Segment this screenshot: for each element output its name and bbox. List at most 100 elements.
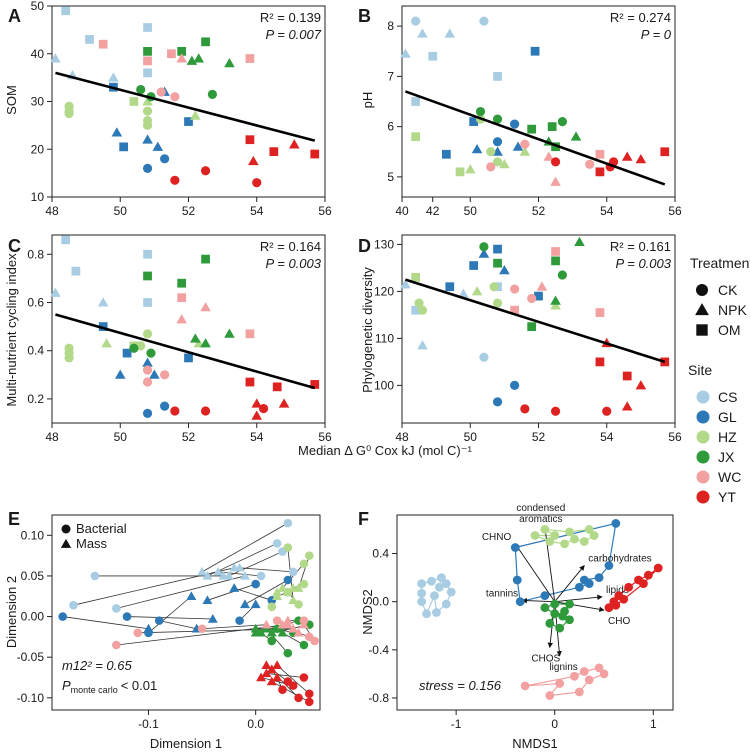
- p-value-label: P = 0.003: [265, 256, 321, 271]
- procrustes-link: [127, 616, 213, 620]
- procrustes-link: [266, 673, 304, 678]
- legend-marker: [696, 284, 708, 296]
- bacterial-point: [235, 616, 244, 625]
- y-tick-label: 0.4: [372, 547, 389, 561]
- bacterial-point: [122, 612, 132, 621]
- mass-point: [288, 583, 299, 592]
- regression-line: [404, 90, 666, 186]
- data-point: [493, 258, 502, 268]
- monte-carlo-p-value: Pmonte carlo < 0.01: [62, 678, 157, 695]
- procrustes-link: [218, 571, 262, 577]
- bacterial-point: [299, 640, 309, 650]
- data-point: [543, 151, 555, 161]
- data-point: [176, 314, 187, 324]
- data-point: [143, 56, 152, 66]
- sample-point: [545, 618, 555, 628]
- data-point: [200, 406, 211, 416]
- data-point: [142, 329, 153, 339]
- x-tick-label: 42: [426, 204, 440, 218]
- data-point: [146, 348, 156, 358]
- mass-point: [277, 627, 288, 637]
- y-axis-label: Multi-nutrient cycling index: [4, 253, 19, 407]
- legend-marker: [61, 524, 71, 534]
- bacterial-point: [112, 640, 121, 650]
- bacterial-point: [288, 681, 298, 690]
- mass-point: [250, 599, 261, 609]
- loading-label: condensed aromatics: [516, 503, 565, 525]
- sample-point: [510, 543, 520, 552]
- data-point: [512, 141, 524, 151]
- mass-point: [213, 566, 224, 576]
- panel-e: E -0.1 0.0 -0.10 -0.05 0.00 0.05 0.10 Dimension …: [4, 509, 321, 751]
- y-tick-label: 100: [374, 378, 394, 392]
- data-point: [119, 142, 129, 152]
- panel-f: F -1 0 1 -0.8 -0.4 0.0 0.4 NMDS2 NMDS1 condensed ar…: [358, 503, 674, 751]
- y-axis-label: Phylogenetic diversity: [360, 267, 375, 393]
- sample-point: [550, 609, 560, 619]
- panel-label: E: [8, 509, 20, 529]
- shared-x-axis-label: Median Δ G⁰ Cox kJ (mol C)⁻¹: [298, 443, 473, 458]
- bacterial-point: [283, 518, 293, 528]
- data-point: [411, 16, 421, 26]
- sample-point: [417, 597, 427, 607]
- data-point: [530, 46, 540, 56]
- data-point: [310, 149, 320, 159]
- data-point: [200, 338, 211, 348]
- data-point: [471, 286, 483, 296]
- mass-point: [277, 583, 288, 592]
- sample-point: [540, 591, 550, 601]
- data-point: [595, 149, 605, 159]
- y-tick-label: 10: [31, 190, 45, 204]
- x-tick-label: 54: [250, 430, 264, 444]
- data-point: [411, 132, 421, 142]
- sample-point: [570, 671, 579, 681]
- y-tick-label: 0.05: [21, 569, 45, 583]
- data-point: [441, 149, 451, 159]
- data-point: [595, 308, 605, 317]
- data-point: [455, 167, 465, 177]
- sample-point: [432, 608, 441, 617]
- data-point: [510, 305, 519, 315]
- sample-point: [574, 582, 584, 592]
- site-legend: Site CS GL HZ JX WC YT: [688, 362, 741, 505]
- data-point: [550, 157, 561, 167]
- procrustes-link: [271, 681, 310, 703]
- data-point: [142, 377, 153, 387]
- bacterial-point: [256, 571, 266, 581]
- x-tick-label: 50: [464, 430, 478, 444]
- data-point: [170, 406, 180, 416]
- data-point: [142, 365, 153, 375]
- data-point: [534, 291, 543, 301]
- sample-point: [565, 615, 574, 625]
- panel-c: C 48 50 52 54 56 0.2 0.4 0.6 0.8 Multi-nutrient cy…: [4, 234, 332, 444]
- mass-point: [202, 595, 213, 605]
- mass-point: [186, 591, 197, 600]
- p-value-label: P = 0: [641, 27, 672, 42]
- data-point: [177, 293, 187, 303]
- data-point: [193, 338, 205, 348]
- loading-vectors: condensed aromatics CHNO carbohydrates lipid…: [482, 503, 652, 673]
- data-point: [486, 162, 496, 172]
- data-point: [207, 89, 217, 99]
- data-point: [64, 353, 74, 363]
- data-point: [136, 84, 146, 95]
- panel-label: A: [8, 6, 21, 26]
- sample-point: [555, 623, 565, 633]
- bacterial-point: [294, 693, 303, 703]
- mass-point: [234, 562, 245, 572]
- data-point: [557, 117, 567, 127]
- y-tick-label: 110: [375, 331, 394, 345]
- data-point: [493, 71, 502, 81]
- data-point: [160, 401, 170, 411]
- legend-label: GL: [718, 409, 737, 425]
- y-tick-label: 0.6: [27, 295, 44, 309]
- data-point: [272, 382, 282, 392]
- data-point: [492, 298, 503, 308]
- p-subscript: monte carlo: [71, 685, 118, 695]
- data-point: [478, 248, 490, 258]
- data-point: [519, 146, 531, 156]
- data-point: [97, 297, 109, 307]
- data-point: [602, 406, 612, 416]
- bacterial-point: [267, 636, 277, 646]
- data-point: [200, 302, 211, 312]
